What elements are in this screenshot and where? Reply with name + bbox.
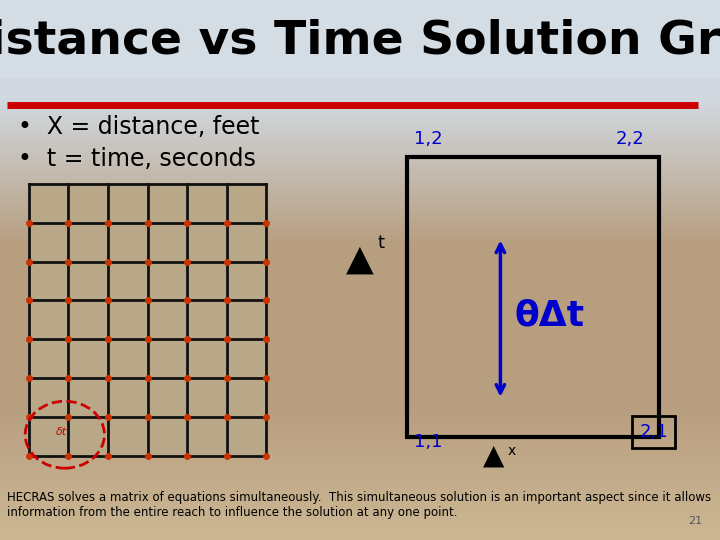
Bar — [407, 157, 659, 437]
Text: ▲: ▲ — [346, 242, 374, 276]
Text: t: t — [378, 234, 385, 252]
Text: 21: 21 — [688, 516, 702, 526]
Bar — [0, 0, 720, 78]
Text: 1,1: 1,1 — [414, 433, 443, 451]
Text: •  t = time, seconds: • t = time, seconds — [18, 147, 256, 171]
Text: x: x — [508, 444, 516, 458]
Text: θΔt: θΔt — [515, 299, 585, 333]
Text: δt: δt — [55, 427, 67, 437]
Text: HECRAS solves a matrix of equations simultaneously.  This simultaneous solution : HECRAS solves a matrix of equations simu… — [7, 491, 711, 519]
Bar — [29, 184, 266, 456]
Text: 2,2: 2,2 — [616, 131, 644, 149]
Text: •  X = distance, feet: • X = distance, feet — [18, 115, 259, 139]
Text: 1,2: 1,2 — [414, 131, 443, 149]
Text: Distance vs Time Solution Grid: Distance vs Time Solution Grid — [0, 18, 720, 63]
Text: ▲: ▲ — [482, 442, 504, 470]
Text: 2,1: 2,1 — [639, 423, 668, 441]
